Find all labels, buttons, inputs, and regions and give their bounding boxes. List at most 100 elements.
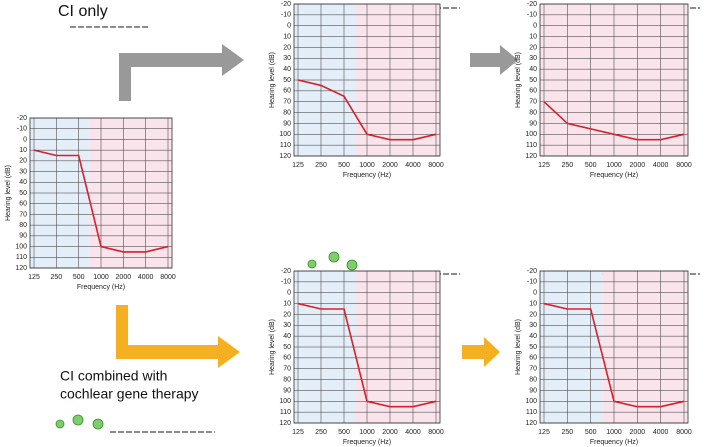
x-tick-label: 4000	[405, 429, 421, 436]
x-tick-label: 8000	[676, 162, 692, 169]
x-tick-label: 250	[315, 429, 327, 436]
y-tick-label: 30	[529, 322, 537, 329]
x-tick-label: 1000	[93, 274, 109, 281]
arrow	[462, 337, 500, 367]
y-tick-label: 60	[529, 88, 537, 95]
y-tick-label: 110	[280, 409, 291, 416]
y-tick-label: 80	[529, 376, 537, 383]
x-tick-label: 125	[292, 429, 304, 436]
y-tick-label: 60	[529, 355, 537, 362]
y-tick-label: -10	[527, 12, 537, 19]
y-tick-label: 70	[283, 366, 291, 373]
y-tick-label: 70	[19, 211, 27, 218]
y-tick-label: -20	[527, 1, 537, 8]
y-tick-label: 100	[525, 398, 537, 405]
x-tick-label: 500	[73, 274, 85, 281]
arrow	[119, 44, 244, 101]
y-tick-label: 10	[283, 300, 291, 307]
y-tick-label: 110	[280, 142, 291, 149]
y-tick-label: 10	[529, 33, 537, 40]
y-tick-label: 50	[283, 344, 291, 351]
y-tick-label: 80	[283, 376, 291, 383]
series-line	[543, 302, 685, 408]
y-tick-label: 100	[525, 131, 537, 138]
x-tick-label: 2000	[630, 162, 646, 169]
x-tick-label: 2000	[382, 162, 398, 169]
x-tick-label: 4000	[138, 274, 154, 281]
y-tick-label: 40	[283, 333, 291, 340]
x-tick-label: 4000	[653, 162, 669, 169]
y-tick-label: 20	[529, 44, 537, 51]
x-tick-label: 125	[538, 162, 550, 169]
y-axis-title: Hearing level (dB)	[269, 52, 276, 108]
x-tick-label: 8000	[160, 274, 176, 281]
y-tick-label: -10	[527, 279, 537, 286]
x-tick-label: 250	[561, 429, 573, 436]
y-tick-label: 20	[283, 311, 291, 318]
x-tick-label: 2000	[116, 274, 132, 281]
arrow	[470, 45, 518, 75]
x-tick-label: 2000	[630, 429, 646, 436]
plot-frame	[293, 270, 441, 424]
y-tick-label: 0	[23, 136, 27, 143]
x-axis-title: Frequency (Hz)	[343, 172, 391, 179]
x-tick-label: 500	[338, 429, 350, 436]
y-tick-label: -10	[17, 126, 27, 133]
y-tick-label: 0	[287, 290, 291, 297]
x-axis-title: Frequency (Hz)	[343, 439, 391, 446]
y-tick-label: 10	[529, 300, 537, 307]
x-tick-label: 125	[28, 274, 40, 281]
y-tick-label: 40	[529, 66, 537, 73]
y-tick-label: 10	[283, 33, 291, 40]
y-axis-title: Hearing level (dB)	[269, 319, 276, 375]
y-tick-label: 30	[283, 55, 291, 62]
y-tick-label: 80	[529, 109, 537, 116]
x-tick-label: 250	[561, 162, 573, 169]
y-tick-label: 30	[283, 322, 291, 329]
y-tick-label: 20	[19, 158, 27, 165]
y-tick-label: 50	[529, 77, 537, 84]
virus-icons	[55, 251, 358, 430]
y-tick-label: 90	[283, 387, 291, 394]
annotation: CI only	[58, 3, 108, 20]
plot-frame	[293, 3, 441, 157]
y-axis-title: Hearing level (dB)	[515, 319, 522, 375]
series-line	[543, 101, 685, 141]
y-tick-label: 110	[526, 142, 537, 149]
y-tick-label: -10	[281, 279, 291, 286]
y-tick-label: 0	[287, 23, 291, 30]
y-tick-label: 30	[19, 168, 27, 175]
y-tick-label: 110	[526, 409, 537, 416]
y-tick-label: 0	[533, 290, 537, 297]
x-tick-label: 4000	[653, 429, 669, 436]
y-tick-label: 120	[279, 420, 291, 427]
x-tick-label: 8000	[428, 162, 444, 169]
y-tick-label: -20	[527, 268, 537, 275]
y-tick-label: 70	[529, 99, 537, 106]
plot-frame	[539, 270, 689, 424]
plot-frame	[539, 3, 689, 157]
series-line	[297, 302, 437, 408]
y-tick-label: 40	[283, 66, 291, 73]
x-tick-label: 1000	[606, 429, 622, 436]
y-tick-label: 70	[529, 366, 537, 373]
y-axis-title: Hearing level (dB)	[5, 165, 12, 221]
x-tick-label: 1000	[359, 162, 375, 169]
y-tick-label: 20	[529, 311, 537, 318]
y-tick-label: 60	[283, 355, 291, 362]
y-tick-label: 120	[525, 420, 537, 427]
annotation: cochlear gene therapy	[60, 386, 199, 402]
y-tick-label: 100	[279, 131, 291, 138]
x-tick-label: 8000	[676, 429, 692, 436]
y-tick-label: 90	[529, 120, 537, 127]
x-axis-title: Frequency (Hz)	[77, 284, 125, 291]
y-tick-label: 120	[15, 265, 27, 272]
y-tick-label: 120	[279, 153, 291, 160]
x-axis-title: Frequency (Hz)	[590, 172, 638, 179]
y-tick-label: 90	[283, 120, 291, 127]
y-tick-label: 50	[529, 344, 537, 351]
x-tick-label: 250	[50, 274, 62, 281]
y-tick-label: 90	[529, 387, 537, 394]
x-tick-label: 1000	[606, 162, 622, 169]
